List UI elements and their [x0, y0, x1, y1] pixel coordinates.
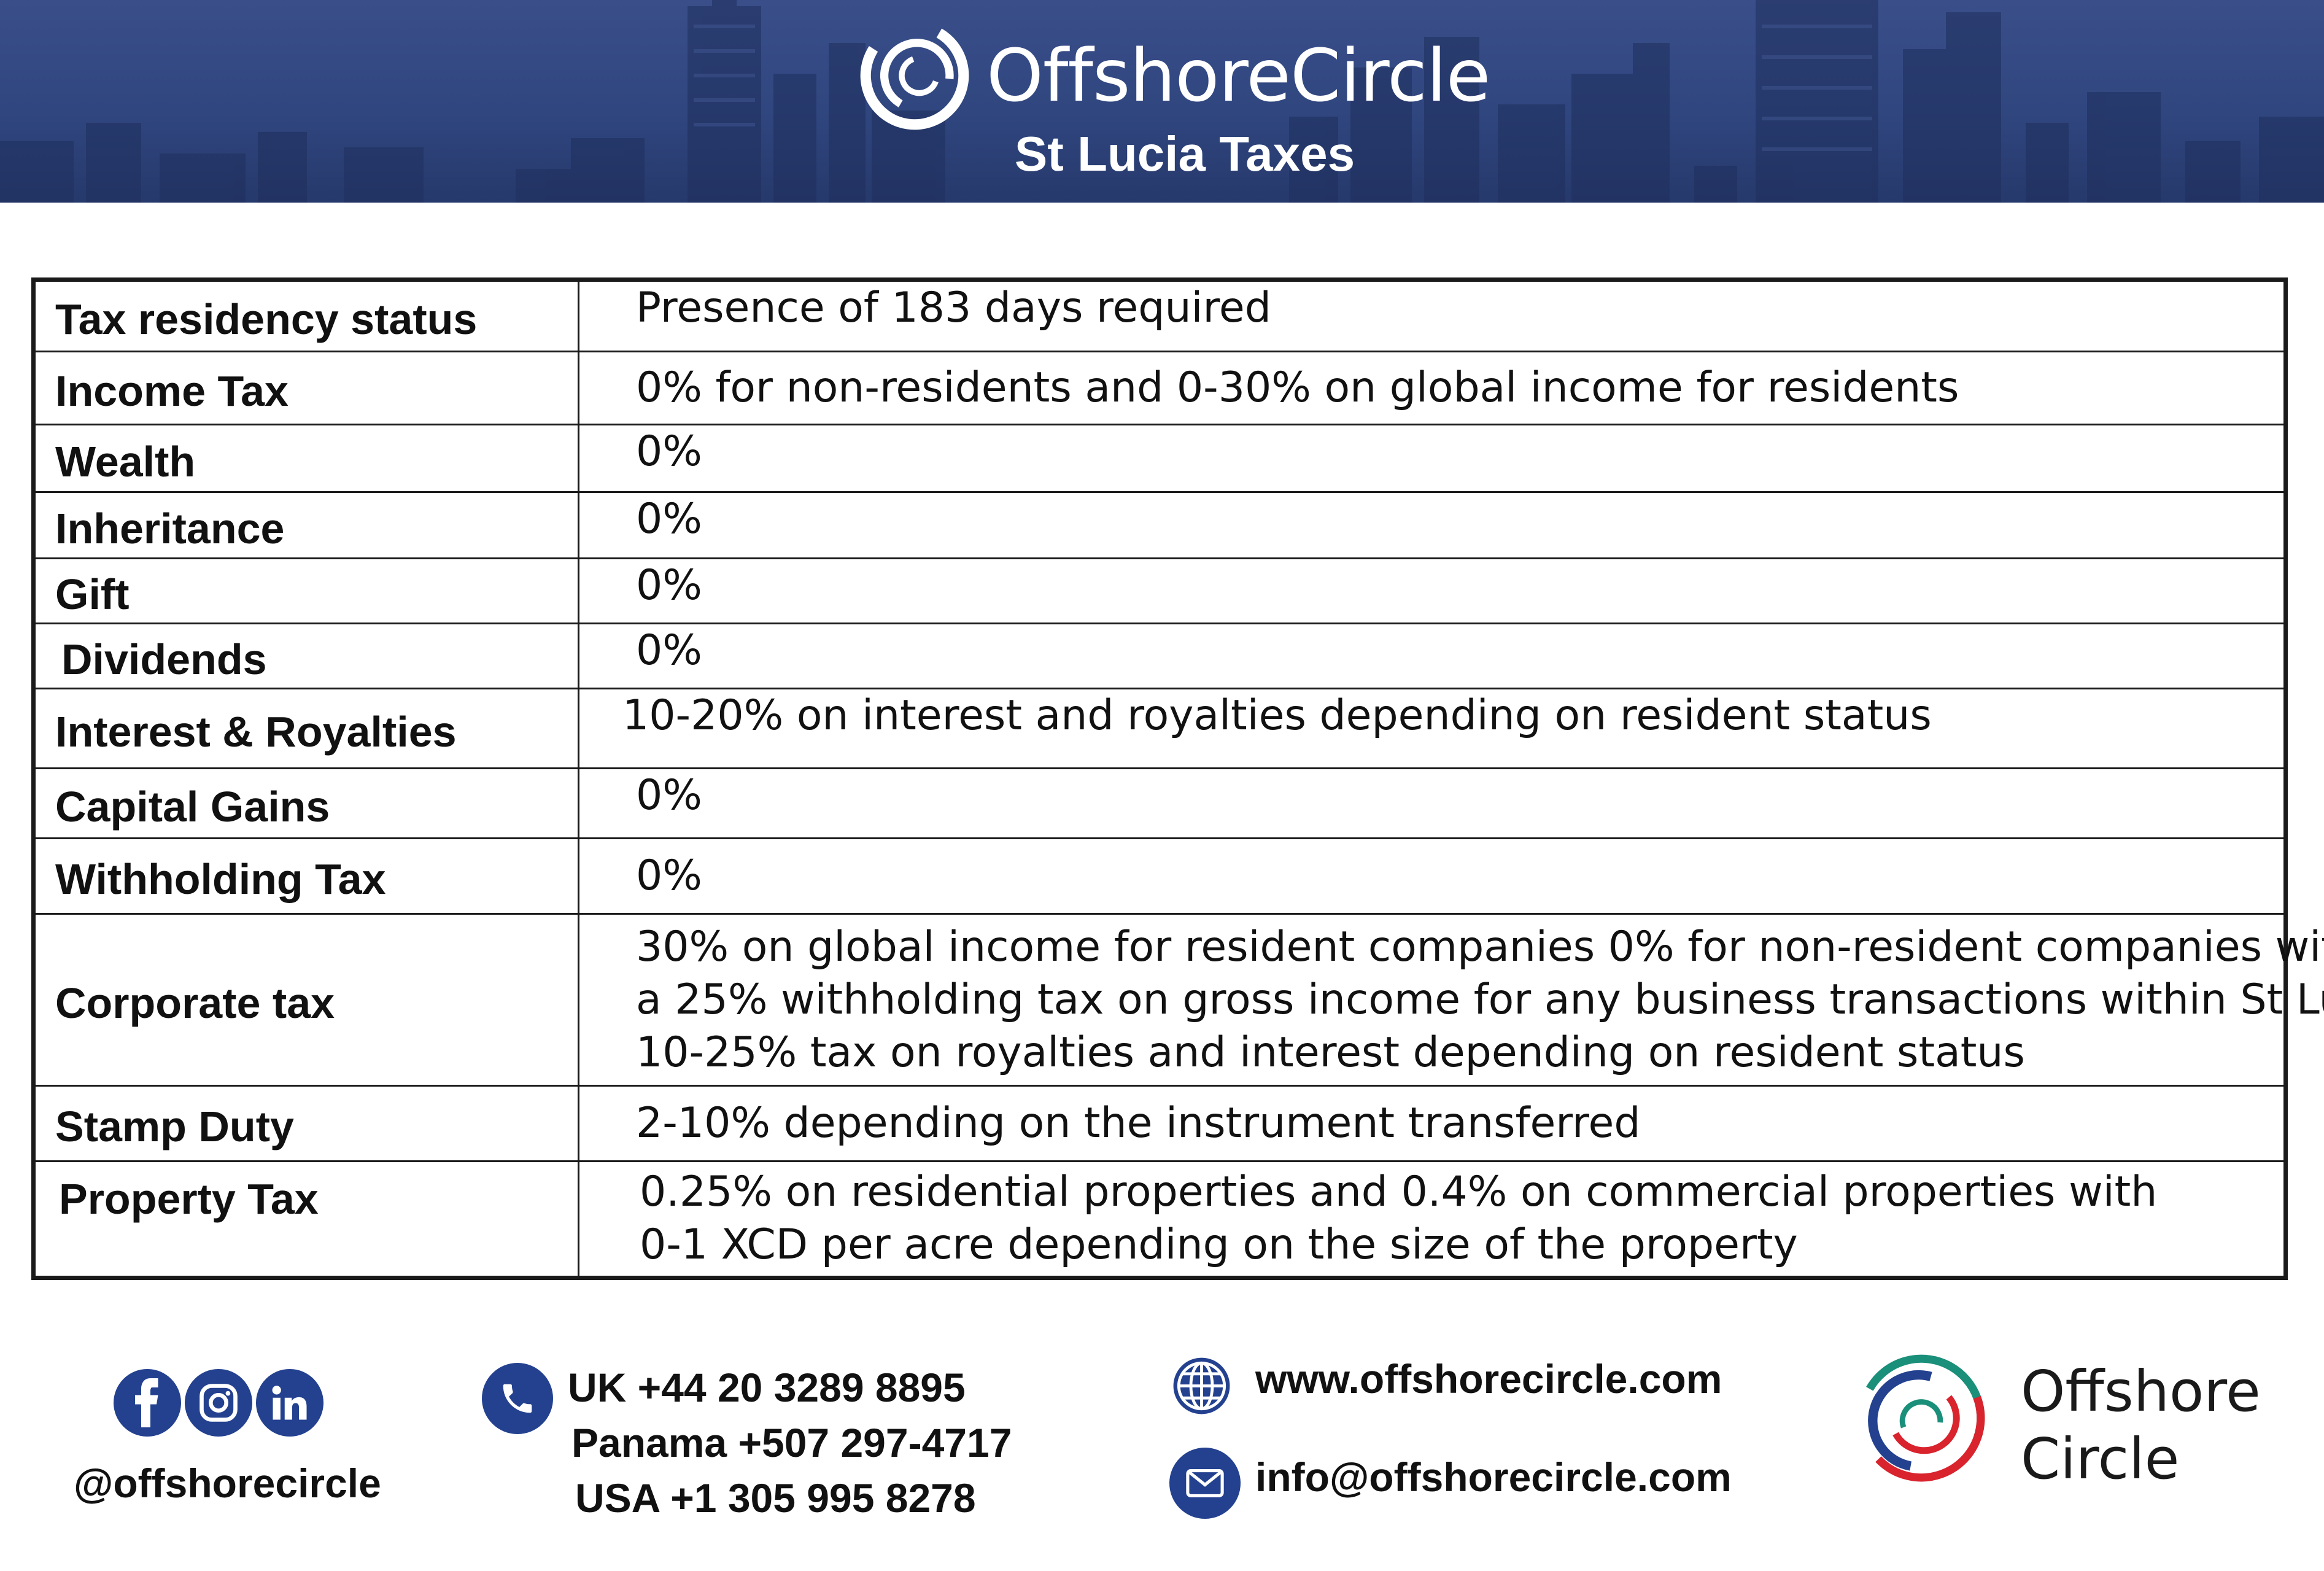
mail-icon — [1169, 1448, 1241, 1519]
phone-uk[interactable]: UK +44 20 3289 8895 — [568, 1365, 966, 1410]
header-banner: OffshoreCircle St Lucia Taxes — [0, 0, 2324, 203]
table-row: Corporate tax 30% on global income for r… — [33, 913, 2324, 1087]
value-line: 10-20% on interest and royalties dependi… — [622, 691, 1932, 740]
value-line: a 25% withholding tax on gross income fo… — [636, 975, 2324, 1024]
page-title: St Lucia Taxes — [1014, 126, 1355, 181]
row-value: 30% on global income for resident compan… — [578, 913, 2324, 1087]
row-label: Corporate tax — [33, 913, 579, 1087]
brand-name: OffshoreCircle — [986, 33, 1490, 118]
footer: @offshorecircle UK +44 20 3289 8895 Pana… — [0, 1326, 2324, 1571]
footer-logo-text: Offshore Circle — [2021, 1358, 2261, 1493]
table-row: Capital Gains 0% — [33, 767, 2287, 839]
phone-usa[interactable]: USA +1 305 995 8278 — [575, 1475, 976, 1521]
table-row: Stamp Duty 2-10% depending on the instru… — [33, 1085, 2287, 1162]
value-line: 0% — [636, 561, 702, 610]
brand: OffshoreCircle — [856, 17, 1490, 134]
row-label: Tax residency status — [33, 279, 579, 352]
table-row: Dividends 0% — [33, 623, 2287, 689]
row-label: Interest & Royalties — [33, 688, 579, 769]
value-line: Presence of 183 days required — [636, 284, 1271, 332]
social-links — [114, 1369, 323, 1437]
logo-line-2: Circle — [2021, 1426, 2180, 1492]
phone-icon — [482, 1363, 553, 1434]
tax-table: Tax residency status Presence of 183 day… — [31, 277, 2324, 1280]
row-label: Property Tax — [33, 1160, 579, 1279]
brand-logo-icon — [860, 21, 969, 130]
table-row: Interest & Royalties 10-20% on interest … — [33, 688, 2287, 769]
table-row: Income Tax 0% for non-residents and 0-30… — [33, 351, 2287, 425]
value-line: 10-25% tax on royalties and interest dep… — [636, 1028, 2025, 1077]
row-label: Gift — [33, 557, 579, 624]
value-line: 0-1 XCD per acre depending on the size o… — [640, 1220, 1798, 1269]
row-value: 2-10% depending on the instrument transf… — [578, 1085, 2287, 1162]
email-link[interactable]: info@offshorecircle.com — [1255, 1454, 1732, 1500]
row-label: Capital Gains — [33, 767, 579, 839]
website-link[interactable]: www.offshorecircle.com — [1255, 1356, 1722, 1402]
table-row: Gift 0% — [33, 557, 2287, 624]
row-value: 0% — [578, 424, 2287, 493]
row-value: 10-20% on interest and royalties dependi… — [578, 688, 2287, 769]
row-value: Presence of 183 days required — [578, 279, 2287, 352]
table-row: Wealth 0% — [33, 424, 2287, 493]
value-line: 0% — [636, 851, 702, 900]
social-handle[interactable]: @offshorecircle — [74, 1460, 381, 1506]
row-value: 0.25% on residential properties and 0.4%… — [578, 1160, 2287, 1279]
value-line: 0% — [636, 771, 702, 820]
value-line: 0.25% on residential properties and 0.4%… — [640, 1168, 2158, 1216]
value-line: 0% for non-residents and 0-30% on global… — [636, 363, 1959, 412]
table-row: Tax residency status Presence of 183 day… — [33, 279, 2287, 352]
row-label: Income Tax — [33, 351, 579, 425]
logo-line-1: Offshore — [2021, 1359, 2261, 1424]
row-label: Withholding Tax — [33, 837, 579, 915]
row-value: 0% — [578, 767, 2287, 839]
instagram-icon[interactable] — [185, 1369, 252, 1437]
value-line: 30% on global income for resident compan… — [636, 922, 2324, 971]
row-label: Stamp Duty — [33, 1085, 579, 1162]
globe-icon — [1173, 1357, 1230, 1414]
row-value: 0% — [578, 623, 2287, 689]
table-row: Inheritance 0% — [33, 491, 2287, 559]
row-label: Dividends — [33, 623, 579, 689]
phone-list: UK +44 20 3289 8895 Panama +507 297-4717… — [568, 1360, 1012, 1526]
row-value: 0% — [578, 557, 2287, 624]
table-row: Withholding Tax 0% — [33, 837, 2287, 915]
row-label: Inheritance — [33, 491, 579, 559]
row-value: 0% — [578, 837, 2287, 915]
row-label: Wealth — [33, 424, 579, 493]
value-line: 0% — [636, 495, 702, 543]
offshore-circle-logo-icon — [1857, 1354, 1985, 1482]
value-line: 2-10% depending on the instrument transf… — [636, 1099, 1641, 1147]
row-value: 0% for non-residents and 0-30% on global… — [578, 351, 2287, 425]
row-value: 0% — [578, 491, 2287, 559]
table-row: Property Tax 0.25% on residential proper… — [33, 1160, 2287, 1279]
facebook-icon[interactable] — [114, 1369, 181, 1437]
value-line: 0% — [636, 427, 702, 476]
city-skyline — [0, 0, 2324, 203]
phone-panama[interactable]: Panama +507 297-4717 — [571, 1420, 1012, 1465]
value-line: 0% — [636, 626, 702, 675]
linkedin-icon[interactable] — [256, 1369, 323, 1437]
